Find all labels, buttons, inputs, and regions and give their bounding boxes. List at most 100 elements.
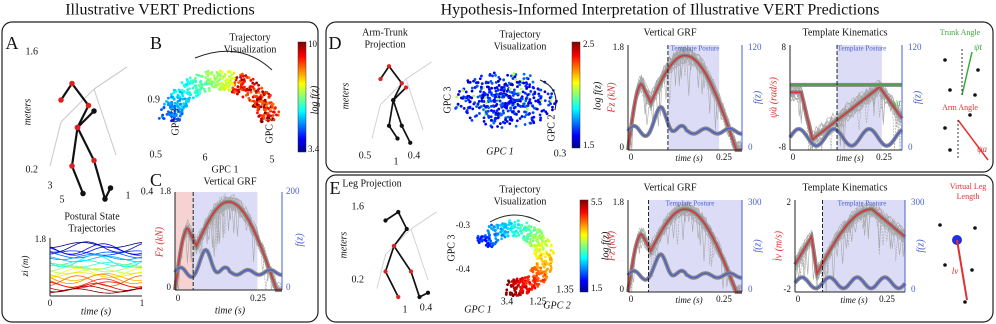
state-point: [546, 92, 550, 96]
state-point: [484, 122, 488, 126]
state-point: [501, 102, 505, 106]
marker: [973, 226, 977, 230]
ticks-2: 3: [48, 180, 53, 191]
state-point: [496, 116, 500, 120]
ticks-1: 1.5: [583, 140, 595, 150]
state-point: [549, 260, 553, 264]
sample-trace: [627, 56, 742, 151]
state-point: [216, 72, 220, 76]
state-point: [529, 225, 533, 229]
projection-ylabel: meters: [338, 232, 349, 259]
state-point: [502, 111, 505, 115]
state-point: [494, 111, 498, 115]
state-point: [535, 107, 539, 111]
state-point: [535, 255, 538, 259]
state-point: [506, 109, 510, 113]
state-point: [180, 88, 184, 92]
ticks-4: 1: [126, 190, 131, 201]
marker: [943, 263, 947, 267]
panelb-label: B: [150, 33, 162, 53]
titles-right: Hypothesis-Informed Interpretation of Il…: [441, 2, 880, 19]
mean-curve: [789, 128, 903, 147]
state-point: [210, 82, 213, 86]
state-point: [208, 89, 211, 93]
panela-ylabel: meters: [22, 99, 33, 126]
ticks-0: 5.5: [591, 197, 603, 207]
state-point: [233, 76, 237, 80]
state-point: [539, 266, 543, 270]
state-point: [511, 83, 514, 87]
state-point: [513, 105, 517, 109]
state-point: [542, 236, 546, 240]
state-point: [186, 80, 190, 84]
panel-frame: [325, 174, 994, 323]
state-point: [506, 115, 510, 119]
mean-curve: [627, 106, 742, 137]
state-point: [184, 104, 188, 108]
state-point: [470, 119, 474, 122]
state-point: [515, 112, 518, 116]
ticks-0: 0.3: [554, 148, 567, 159]
state-point: [247, 96, 251, 100]
ticks-2: 1: [140, 298, 145, 308]
state-point: [233, 90, 237, 93]
state-point: [503, 230, 507, 233]
state-point: [533, 234, 537, 238]
diagram-trunksymbol: ψt: [974, 42, 983, 52]
state-point: [553, 102, 556, 106]
state-point: [513, 223, 517, 227]
state-point: [255, 100, 259, 104]
state-point: [551, 108, 554, 112]
state-point: [508, 90, 512, 94]
grf-shadelabel: Template Posture: [666, 200, 715, 208]
state-point: [515, 119, 519, 123]
panel-frame: [325, 21, 994, 173]
joint: [404, 226, 409, 232]
title-1: Length: [957, 192, 980, 201]
frame-line: [371, 104, 381, 139]
axes-2: GPC 2: [546, 115, 557, 142]
state-point: [492, 104, 496, 108]
state-trace: [49, 246, 143, 256]
diagram-symbol: lv: [952, 266, 959, 276]
state-point: [527, 112, 531, 116]
state-point: [215, 76, 219, 80]
state-point: [219, 86, 222, 89]
state-point: [501, 233, 505, 237]
state-point: [461, 89, 465, 92]
state-point: [506, 283, 509, 286]
state-point: [541, 262, 545, 266]
state-point: [534, 249, 538, 253]
state-point: [163, 102, 166, 106]
ticks-0: 1.6: [352, 201, 365, 212]
state-point: [532, 96, 536, 100]
state-point: [541, 274, 545, 278]
state-point: [172, 91, 176, 95]
marker: [973, 93, 977, 97]
state-point: [519, 96, 523, 100]
yticks-0: 1.8: [613, 197, 625, 207]
state-point: [478, 112, 481, 115]
state-point: [538, 102, 542, 106]
state-point: [539, 269, 543, 273]
limb: [385, 210, 408, 247]
state-point: [550, 92, 554, 96]
state-point: [188, 76, 192, 80]
state-point: [482, 104, 486, 107]
state-point: [501, 224, 505, 228]
state-point: [535, 274, 538, 278]
state-point: [484, 243, 488, 247]
kinematics-ylabel: l̇v (m/s): [772, 230, 784, 261]
ticks-1: -0.4: [456, 264, 471, 274]
state-point: [535, 271, 539, 275]
state-point: [239, 85, 243, 89]
state-point: [490, 86, 493, 90]
state-point: [543, 255, 547, 259]
grf-y2label: f(z): [752, 239, 763, 253]
state-point: [470, 89, 474, 93]
state-point: [505, 234, 509, 238]
state-point: [509, 74, 513, 78]
joint: [391, 243, 397, 249]
ticks-1: 3.4: [308, 144, 320, 154]
